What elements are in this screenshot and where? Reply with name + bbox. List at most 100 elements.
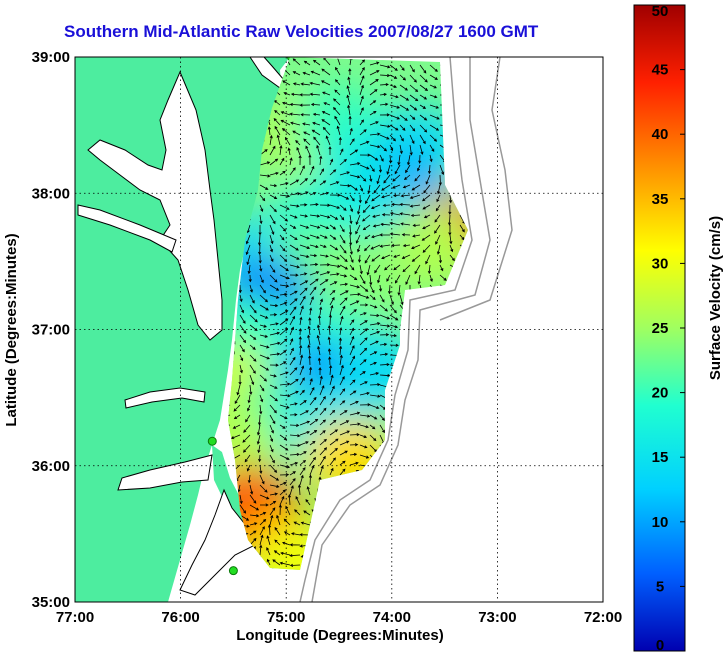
velocity-arrow — [298, 336, 302, 346]
velocity-arrow — [290, 532, 301, 536]
velocity-arrow — [269, 224, 275, 235]
velocity-arrow — [289, 326, 294, 336]
velocity-arrow — [339, 410, 348, 416]
colorbar-tick-label: 45 — [652, 62, 669, 79]
velocity-arrow — [317, 357, 322, 366]
velocity-arrow — [389, 212, 401, 216]
velocity-arrow — [402, 264, 411, 273]
velocity-arrow — [399, 134, 404, 142]
colorbar-tick-label: 35 — [652, 191, 669, 208]
x-tick-label: 76:00 — [161, 609, 199, 626]
velocity-arrow — [364, 234, 371, 240]
velocity-arrow — [369, 361, 377, 366]
velocity-arrow — [329, 204, 341, 209]
velocity-arrow — [339, 440, 350, 446]
velocity-arrow — [319, 254, 329, 258]
velocity-arrow — [295, 139, 301, 146]
velocity-arrow — [292, 82, 301, 86]
velocity-arrow — [279, 495, 285, 506]
velocity-arrow — [389, 144, 394, 152]
velocity-arrow — [269, 341, 281, 346]
velocity-arrow — [412, 234, 421, 238]
velocity-arrow — [371, 194, 381, 202]
velocity-arrow — [397, 284, 401, 296]
velocity-arrow — [427, 164, 432, 175]
velocity-arrow — [399, 94, 410, 101]
velocity-arrow — [243, 424, 251, 433]
velocity-arrow — [339, 184, 351, 188]
velocity-arrow — [359, 164, 370, 170]
velocity-arrow — [259, 161, 271, 166]
velocity-arrow — [299, 191, 309, 196]
velocity-arrow — [329, 296, 335, 306]
velocity-arrow — [321, 68, 331, 76]
velocity-arrow — [300, 82, 311, 86]
velocity-arrow — [309, 440, 316, 446]
velocity-arrow — [419, 64, 427, 74]
velocity-arrow — [299, 103, 311, 107]
velocity-arrow — [369, 110, 377, 116]
velocity-arrow — [308, 474, 313, 486]
velocity-arrow — [313, 136, 321, 146]
velocity-arrow — [279, 145, 283, 156]
velocity-arrow — [242, 434, 251, 443]
velocity-arrow — [329, 429, 339, 436]
velocity-arrow — [289, 543, 301, 547]
velocity-arrow — [299, 474, 304, 486]
velocity-arrow — [338, 345, 343, 356]
map-grid — [75, 57, 603, 602]
velocity-arrow — [292, 130, 301, 136]
velocity-arrow — [300, 113, 311, 117]
velocity-arrow — [409, 134, 415, 145]
velocity-arrow — [236, 384, 241, 396]
velocity-arrow — [307, 334, 311, 346]
velocity-arrow — [334, 89, 341, 96]
velocity-arrow — [365, 194, 371, 205]
velocity-arrow — [302, 122, 311, 126]
velocity-arrow — [425, 254, 431, 265]
velocity-arrow — [319, 385, 325, 396]
velocity-arrow — [269, 183, 278, 188]
velocity-arrow — [414, 264, 421, 275]
velocity-arrow — [279, 489, 287, 496]
velocity-arrow — [269, 454, 275, 464]
velocity-arrow — [381, 194, 391, 199]
velocity-arrow — [309, 244, 319, 249]
velocity-arrow — [299, 389, 305, 396]
velocity-arrow — [309, 449, 317, 456]
map-title: Southern Mid-Atlantic Raw Velocities 200… — [64, 22, 539, 41]
velocity-arrow — [409, 74, 417, 83]
velocity-arrow — [259, 184, 269, 190]
velocity-arrow — [399, 124, 406, 131]
velocity-arrow — [249, 494, 257, 504]
velocity-arrow — [411, 254, 421, 262]
velocity-arrow — [381, 184, 391, 191]
velocity-arrow — [228, 414, 231, 419]
velocity-arrow — [269, 145, 276, 156]
velocity-arrow — [269, 507, 276, 516]
velocity-arrow — [237, 484, 241, 493]
velocity-arrow — [419, 144, 424, 155]
velocity-arrow — [435, 204, 441, 212]
velocity-arrow — [338, 337, 342, 346]
velocity-arrow — [379, 154, 384, 162]
colorbar-tick-label: 15 — [652, 449, 669, 466]
velocity-arrow — [364, 244, 371, 252]
velocity-arrow — [359, 403, 371, 407]
velocity-arrow — [329, 447, 338, 456]
velocity-arrow — [299, 344, 303, 356]
velocity-arrow — [401, 254, 411, 259]
velocity-arrow — [289, 306, 297, 316]
velocity-arrow — [299, 451, 307, 456]
velocity-arrow — [389, 94, 399, 99]
colorbar-ticks: 0 5 10 15 20 25 30 35 40 45 50 — [652, 3, 685, 654]
velocity-arrow — [308, 366, 313, 376]
velocity-arrow — [319, 244, 327, 248]
velocity-arrow — [312, 121, 321, 126]
velocity-arrow — [339, 204, 347, 211]
velocity-arrow — [359, 312, 367, 316]
velocity-arrow — [309, 296, 314, 306]
velocity-patch — [228, 296, 290, 377]
velocity-arrow — [339, 420, 350, 426]
velocity-arrow — [417, 164, 421, 172]
